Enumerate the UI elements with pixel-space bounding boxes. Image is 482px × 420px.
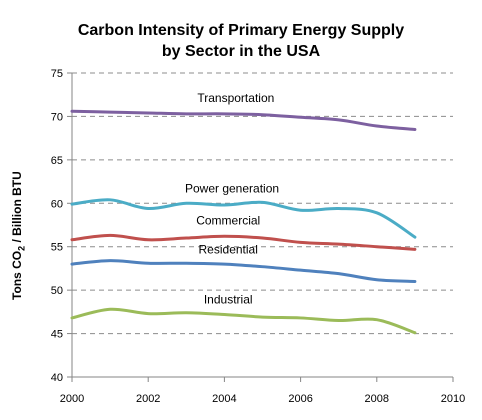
x-tick-label: 2008 (365, 393, 389, 405)
x-tick-label: 2004 (212, 393, 236, 405)
series-label-commercial: Commercial (196, 213, 260, 227)
y-tick-label: 40 (51, 372, 63, 384)
y-tick-label: 50 (51, 285, 63, 297)
y-tick-label: 65 (51, 155, 63, 167)
y-tick-label: 70 (51, 111, 63, 123)
series-label-industrial: Industrial (204, 293, 253, 307)
y-tick-label: 55 (51, 242, 63, 254)
y-tick-label: 45 (51, 329, 63, 341)
x-tick-label: 2000 (60, 393, 84, 405)
series-line-commercial (70, 233, 417, 251)
series-line-industrial (70, 307, 417, 335)
series-label-residential: Residential (199, 242, 258, 256)
series-label-transportation: Transportation (197, 91, 274, 105)
x-tick-label: 2010 (441, 393, 465, 405)
y-tick-label: 75 (51, 68, 63, 80)
y-tick-label: 60 (51, 198, 63, 210)
chart-title-line-1: Carbon Intensity of Primary Energy Suppl… (77, 22, 405, 39)
x-tick-label: 2002 (136, 393, 160, 405)
series-line-power-generation (70, 198, 417, 239)
series-line-transportation (70, 109, 417, 131)
series-line-residential (70, 259, 417, 283)
series-label-power-generation: Power generation (185, 182, 279, 196)
x-tick-label: 2006 (288, 393, 312, 405)
chart-title-line-2: by Sector in the USA (161, 43, 321, 60)
